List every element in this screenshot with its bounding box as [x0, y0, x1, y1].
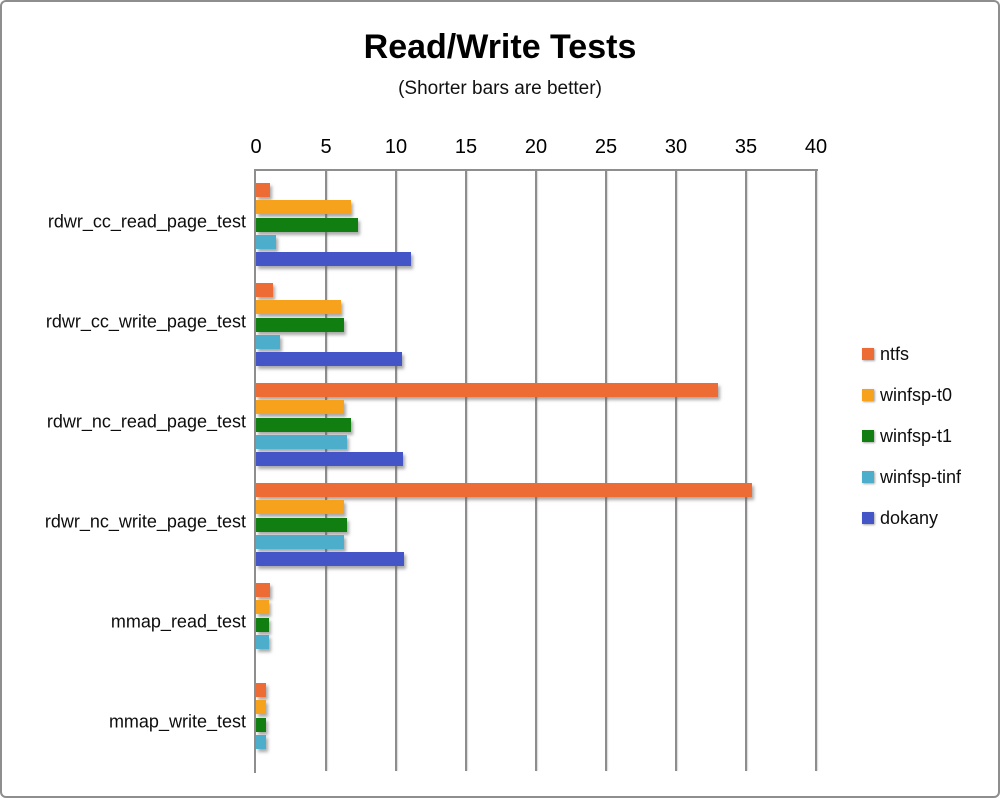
category-band — [256, 674, 816, 774]
bar-winfsp-tinf-rdwr_nc_read_page_test — [256, 434, 347, 449]
x-tick-label: 25 — [594, 136, 618, 158]
bar-winfsp-t0-rdwr_cc_write_page_test — [256, 300, 342, 315]
bar-winfsp-t1-rdwr_nc_read_page_test — [256, 417, 352, 432]
legend-item-winfsp-t1: winfsp-t1 — [862, 426, 961, 446]
gridline — [815, 171, 817, 771]
bar-winfsp-t1-rdwr_cc_read_page_test — [256, 217, 359, 232]
legend-item-winfsp-tinf: winfsp-tinf — [862, 467, 961, 487]
x-tick-label: 30 — [664, 136, 688, 158]
bar-winfsp-t1-rdwr_cc_write_page_test — [256, 317, 345, 332]
legend-label: winfsp-tinf — [880, 466, 962, 487]
gridline — [745, 171, 747, 771]
category-label: mmap_read_test — [110, 611, 246, 632]
legend-label: ntfs — [880, 343, 910, 364]
bar-winfsp-t0-rdwr_nc_write_page_test — [256, 500, 345, 515]
x-tick-label: 0 — [250, 136, 262, 158]
x-tick-label: 5 — [320, 136, 332, 158]
bar-dokany-rdwr_nc_read_page_test — [256, 452, 403, 466]
category-axis: rdwr_cc_read_page_test rdwr_cc_write_page… — [2, 2, 246, 796]
legend-item-dokany: dokany — [862, 508, 961, 528]
bar-winfsp-t1-rdwr_nc_write_page_test — [256, 517, 347, 532]
bar-winfsp-t1-mmap_read_test — [256, 617, 269, 632]
category-band — [256, 574, 816, 674]
category-band — [256, 174, 816, 274]
gridline — [465, 171, 467, 771]
bar-winfsp-t0-mmap_read_test — [256, 600, 269, 615]
gridline — [675, 171, 677, 771]
bar-dokany-rdwr_cc_read_page_test — [256, 252, 412, 266]
gridline — [605, 171, 607, 771]
bar-ntfs-mmap_write_test — [256, 683, 266, 697]
bar-ntfs-rdwr_cc_write_page_test — [256, 283, 273, 297]
bar-winfsp-tinf-rdwr_cc_read_page_test — [256, 234, 276, 249]
x-tick-label: 35 — [734, 136, 758, 158]
x-tick-label: 15 — [454, 136, 478, 158]
bar-ntfs-mmap_read_test — [256, 583, 270, 597]
category-band — [256, 474, 816, 574]
category-label: rdwr_cc_read_page_test — [47, 211, 246, 232]
gridline — [325, 171, 327, 771]
legend-item-winfsp-t0: winfsp-t0 — [862, 385, 961, 405]
legend-label: dokany — [880, 507, 939, 528]
category-label: rdwr_nc_read_page_test — [46, 411, 246, 432]
bar-winfsp-tinf-mmap_write_test — [256, 734, 266, 749]
bar-dokany-rdwr_cc_write_page_test — [256, 352, 402, 366]
legend-item-ntfs: ntfs — [862, 344, 961, 364]
legend: ntfs winfsp-t0 winfsp-t1 winfsp-tinf dokany — [862, 344, 961, 549]
category-label: rdwr_cc_write_page_test — [45, 311, 246, 332]
legend-label: winfsp-t0 — [880, 384, 953, 405]
bar-winfsp-t0-mmap_write_test — [256, 700, 266, 715]
plot-area — [254, 169, 818, 773]
bar-ntfs-rdwr_nc_write_page_test — [256, 483, 752, 497]
legend-marker-icon — [862, 430, 874, 442]
bar-winfsp-t1-mmap_write_test — [256, 717, 266, 732]
bar-winfsp-t0-rdwr_cc_read_page_test — [256, 200, 352, 215]
bar-winfsp-tinf-mmap_read_test — [256, 634, 269, 649]
category-label: mmap_write_test — [108, 711, 246, 732]
x-tick-label: 40 — [804, 136, 828, 158]
category-band — [256, 374, 816, 474]
x-tick-label: 10 — [384, 136, 408, 158]
bar-winfsp-t0-rdwr_nc_read_page_test — [256, 400, 345, 415]
legend-marker-icon — [862, 348, 874, 360]
category-label: rdwr_nc_write_page_test — [44, 511, 246, 532]
legend-marker-icon — [862, 471, 874, 483]
legend-label: winfsp-t1 — [880, 425, 953, 446]
chart-subtitle: (Shorter bars are better) — [398, 78, 602, 99]
category-band — [256, 274, 816, 374]
bar-ntfs-rdwr_nc_read_page_test — [256, 383, 718, 397]
bar-ntfs-rdwr_cc_read_page_test — [256, 183, 270, 197]
legend-marker-icon — [862, 389, 874, 401]
x-tick-label: 20 — [524, 136, 548, 158]
bar-winfsp-tinf-rdwr_cc_write_page_test — [256, 334, 280, 349]
gridline — [535, 171, 537, 771]
chart-title: Read/Write Tests — [363, 28, 637, 66]
bar-winfsp-tinf-rdwr_nc_write_page_test — [256, 534, 345, 549]
gridline — [395, 171, 397, 771]
bar-dokany-rdwr_nc_write_page_test — [256, 552, 405, 566]
legend-marker-icon — [862, 512, 874, 524]
